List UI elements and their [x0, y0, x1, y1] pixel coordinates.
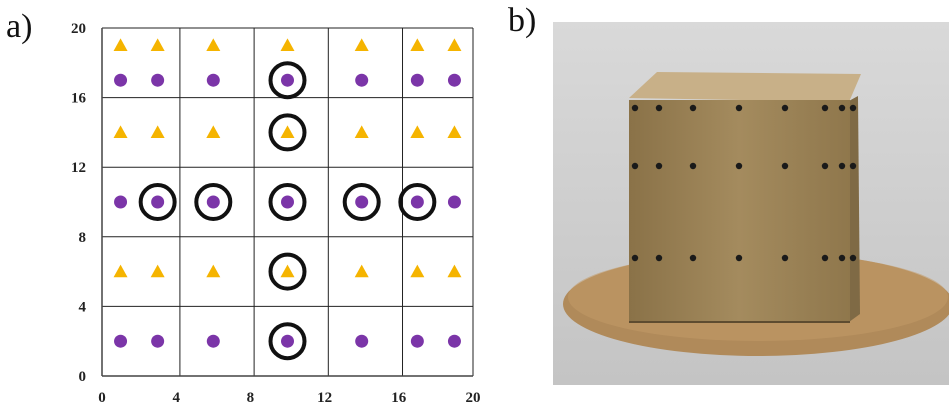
circle-point [114, 195, 128, 209]
triangle-point [447, 125, 462, 138]
hole-dot [781, 104, 789, 112]
circle-point [114, 73, 128, 87]
hole-dot [631, 162, 639, 170]
hole-dot [689, 162, 697, 170]
triangle-point [354, 264, 369, 278]
hole-dot [781, 162, 789, 170]
triangle-point [410, 125, 425, 138]
circle-point [281, 334, 294, 348]
hole-dot [849, 162, 857, 170]
circle-point [410, 334, 424, 348]
triangle-point [354, 125, 369, 138]
highlight-ring [268, 322, 307, 361]
cube-photograph [553, 22, 949, 385]
highlight-ring [398, 183, 437, 221]
y-tick-label: 12 [71, 160, 86, 176]
highlight-ring [342, 183, 381, 221]
cube-side-face [847, 96, 860, 322]
scatter-plot: 0 4 8 12 16 20 0 4 8 12 16 20 [71, 21, 481, 406]
triangle-point [410, 264, 425, 278]
hole-dot [781, 254, 789, 262]
circle-point [447, 195, 461, 209]
triangle-point [150, 38, 165, 51]
hole-dot [838, 162, 846, 170]
triangle-point [206, 38, 221, 51]
highlight-ring [268, 183, 307, 221]
hole-dot [849, 104, 857, 112]
triangle-point [447, 264, 462, 278]
hole-dot [655, 162, 663, 170]
circle-point [281, 73, 294, 87]
circle-point [206, 73, 220, 87]
hole-dot [689, 254, 697, 262]
highlight-ring [268, 61, 307, 100]
x-tick-label: 12 [317, 390, 332, 406]
highlight-ring [194, 183, 233, 221]
x-tick-label: 16 [391, 390, 407, 406]
hole-dot [655, 104, 663, 112]
highlight-ring [268, 252, 307, 291]
x-tick-label: 0 [98, 390, 106, 406]
axes [101, 28, 473, 377]
circle-point [206, 334, 220, 348]
cube-front-face [629, 100, 850, 322]
drilled-holes [631, 104, 857, 262]
tick-labels: 0 4 8 12 16 20 0 4 8 12 16 20 [71, 21, 481, 406]
hole-dot [735, 254, 743, 262]
circle-point [355, 334, 369, 348]
circle-point [355, 73, 369, 87]
triangle-point [280, 264, 295, 278]
hole-dot [838, 104, 846, 112]
hole-dot [821, 162, 829, 170]
circle-point [151, 195, 165, 209]
circle-point [206, 195, 220, 209]
circle-point [114, 334, 128, 348]
cube-top-face [629, 72, 861, 102]
hole-dot [735, 162, 743, 170]
y-tick-label: 20 [71, 21, 86, 37]
triangle-point [410, 38, 425, 51]
circle-point [151, 334, 165, 348]
hole-dot [631, 254, 639, 262]
triangle-point [447, 38, 462, 51]
hole-dot [849, 254, 857, 262]
highlight-ring [268, 113, 307, 152]
hole-dot [735, 104, 743, 112]
hole-dot [838, 254, 846, 262]
x-tick-label: 20 [466, 390, 481, 406]
triangle-point [113, 38, 128, 51]
panel-b-label: b) [508, 2, 537, 39]
hole-dot [821, 254, 829, 262]
circle-point [355, 195, 369, 209]
circle-point [447, 73, 461, 87]
circle-point [410, 195, 424, 209]
panel-a-label: a) [6, 8, 33, 45]
hole-dot [689, 104, 697, 112]
circle-point [151, 73, 165, 87]
markers [113, 38, 462, 348]
circle-point [447, 334, 461, 348]
triangle-point [113, 264, 128, 278]
highlight-ring [138, 183, 177, 221]
triangle-point [280, 125, 295, 138]
circle-point [410, 73, 424, 87]
triangle-point [206, 264, 221, 278]
circle-point [281, 195, 294, 209]
y-tick-label: 16 [71, 91, 87, 107]
y-tick-label: 0 [79, 369, 87, 385]
triangle-point [280, 38, 295, 51]
triangle-point [150, 125, 165, 138]
x-tick-label: 4 [172, 390, 180, 406]
hole-dot [655, 254, 663, 262]
x-tick-label: 8 [247, 390, 255, 406]
triangle-point [150, 264, 165, 278]
triangle-point [113, 125, 128, 138]
y-tick-label: 8 [79, 230, 87, 246]
highlight-rings [138, 61, 437, 361]
hole-dot [631, 104, 639, 112]
triangle-point [206, 125, 221, 138]
triangle-point [354, 38, 369, 51]
hole-dot [821, 104, 829, 112]
y-tick-label: 4 [79, 299, 87, 315]
